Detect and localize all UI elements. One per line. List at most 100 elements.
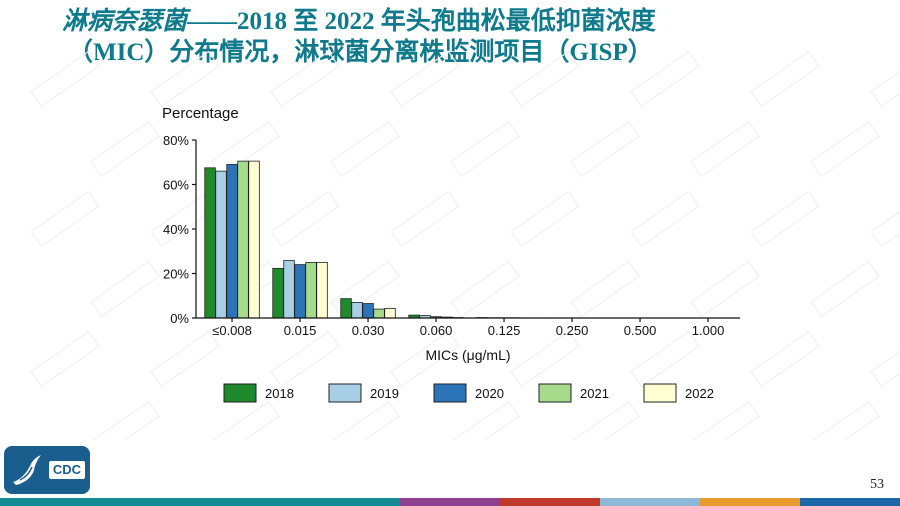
- watermark-mark: [690, 260, 760, 318]
- watermark-mark: [330, 260, 400, 318]
- bar-2022-0.015: [316, 261, 328, 319]
- bar-2022-≤0.008: [248, 160, 260, 319]
- y-axis-label: Percentage: [162, 105, 239, 122]
- watermark-mark: [810, 120, 880, 178]
- cdc-logo-text: CDC: [49, 461, 85, 479]
- watermark-mark: [270, 330, 340, 388]
- bar-2018-0.030: [340, 298, 352, 319]
- footer-segment: [500, 498, 600, 506]
- y-tick-label: 60%: [163, 178, 189, 193]
- watermark-mark: [210, 400, 280, 440]
- watermark-mark: [90, 120, 160, 178]
- watermark-mark: [750, 50, 820, 108]
- watermark-mark: [870, 50, 900, 108]
- watermark-mark: [450, 260, 520, 318]
- watermark-mark: [690, 120, 760, 178]
- x-tick-label: 0.125: [488, 323, 521, 338]
- watermark-mark: [390, 190, 460, 248]
- watermark-mark: [390, 50, 460, 108]
- watermark-mark: [90, 260, 160, 318]
- footer-color-bar: [0, 498, 900, 506]
- footer-segment: [700, 498, 800, 506]
- footer-segment: [200, 498, 300, 506]
- title-organism: 淋病奈瑟菌: [62, 8, 188, 35]
- footer-segment: [400, 498, 500, 506]
- title-line1-rest: ——2018 至 2022 年头孢曲松最低抑菌浓度: [187, 8, 656, 35]
- footer-segment: [300, 498, 400, 506]
- watermark-mark: [570, 260, 640, 318]
- x-tick-label: 0.250: [556, 323, 589, 338]
- watermark-mark: [150, 50, 220, 108]
- watermark-mark: [750, 190, 820, 248]
- bar-2018-0.015: [272, 267, 284, 319]
- bar-2021-≤0.008: [237, 160, 249, 319]
- watermark-mark: [210, 120, 280, 178]
- bar-2019-0.015: [283, 260, 295, 319]
- footer-segment: [100, 498, 200, 506]
- watermark-mark: [330, 400, 400, 440]
- legend-label-2022: 2022: [685, 386, 714, 401]
- legend-swatch-2021: [538, 383, 572, 403]
- page-number: 53: [870, 477, 884, 492]
- watermark-mark: [150, 330, 220, 388]
- watermark-mark: [270, 50, 340, 108]
- x-tick-label: 0.030: [352, 323, 385, 338]
- watermark-mark: [570, 120, 640, 178]
- watermark-mark: [570, 400, 640, 440]
- legend-label-2018: 2018: [265, 386, 294, 401]
- cdc-logo: CDC: [4, 446, 90, 494]
- watermark-layer: [30, 50, 900, 440]
- watermark-mark: [810, 400, 880, 440]
- bar-2019-≤0.008: [215, 170, 227, 319]
- watermark-mark: [450, 120, 520, 178]
- bar-2018-≤0.008: [204, 167, 216, 319]
- watermark-mark: [270, 190, 340, 248]
- watermark-mark: [390, 330, 460, 388]
- watermark-mark: [90, 400, 160, 440]
- watermark-mark: [690, 400, 760, 440]
- legend-swatch-2020: [433, 383, 467, 403]
- hhs-eagle-icon: [13, 455, 41, 485]
- mic-distribution-chart: Percentage 0% 20% 40% 60% 80% ≤0.008 0.015 0.0…: [30, 50, 900, 440]
- watermark-mark: [30, 50, 100, 108]
- watermark-mark: [630, 330, 700, 388]
- legend-swatch-2018: [223, 383, 257, 403]
- legend-label-2020: 2020: [475, 386, 504, 401]
- y-tick-label: 40%: [163, 222, 189, 237]
- bar-2020-0.030: [362, 303, 374, 319]
- bar-2020-0.015: [294, 264, 306, 319]
- x-tick-label: 0.015: [284, 323, 317, 338]
- footer-segment: [600, 498, 700, 506]
- bar-series: [204, 160, 567, 319]
- footer-segment: [0, 498, 100, 506]
- legend-swatch-2019: [328, 383, 362, 403]
- legend: 2018 2019 2020 2021 2022: [223, 383, 714, 403]
- watermark-mark: [870, 190, 900, 248]
- y-tick-label: 20%: [163, 267, 189, 282]
- x-axis-label: MICs (μg/mL): [425, 347, 510, 363]
- watermark-mark: [810, 260, 880, 318]
- footer-segment: [800, 498, 900, 506]
- x-tick-label: 0.060: [420, 323, 453, 338]
- y-axis: 0% 20% 40% 60% 80%: [163, 133, 197, 326]
- watermark-mark: [870, 330, 900, 388]
- y-tick-label: 80%: [163, 133, 189, 148]
- bar-2020-≤0.008: [226, 164, 238, 319]
- bar-2021-0.030: [373, 308, 385, 319]
- watermark-mark: [630, 190, 700, 248]
- x-tick-label: 0.500: [624, 323, 657, 338]
- x-tick-label: 1.000: [692, 323, 725, 338]
- legend-label-2021: 2021: [580, 386, 609, 401]
- bar-2019-0.030: [351, 302, 363, 319]
- watermark-mark: [750, 330, 820, 388]
- watermark-mark: [510, 50, 580, 108]
- y-tick-label: 0%: [170, 311, 189, 326]
- bar-2022-0.030: [384, 308, 396, 319]
- watermark-mark: [330, 120, 400, 178]
- x-tick-label: ≤0.008: [212, 323, 252, 338]
- watermark-mark: [30, 190, 100, 248]
- watermark-mark: [450, 400, 520, 440]
- bar-2021-0.015: [305, 261, 317, 319]
- legend-swatch-2022: [643, 383, 677, 403]
- legend-label-2019: 2019: [370, 386, 399, 401]
